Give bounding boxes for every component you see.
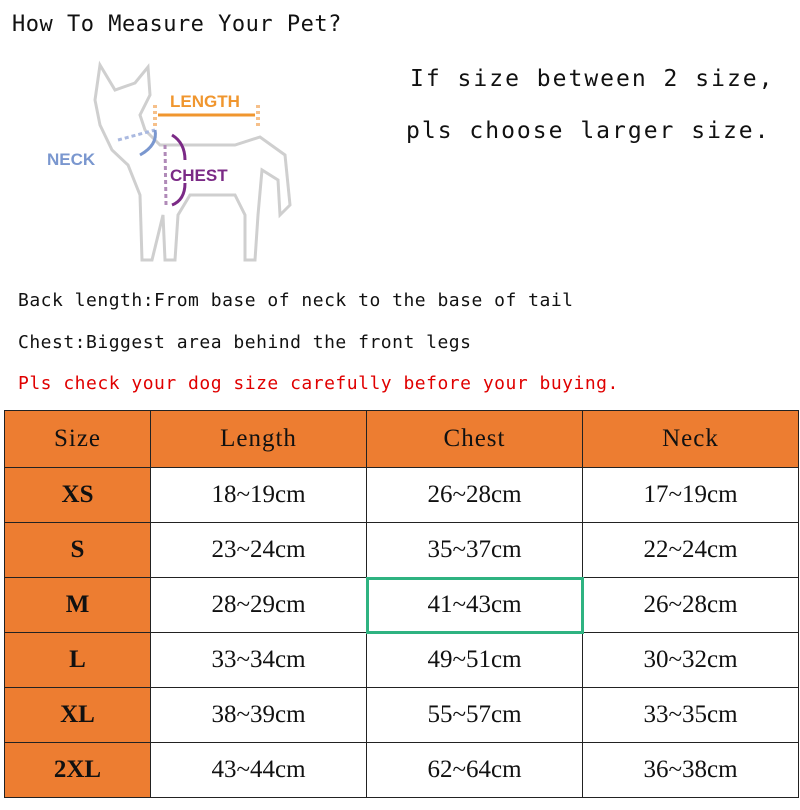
header-neck: Neck	[582, 410, 799, 468]
cell-length[interactable]: 28~29cm	[150, 577, 367, 633]
chest-label: CHEST	[170, 166, 228, 185]
table-row: M 28~29cm 41~43cm 26~28cm	[4, 576, 799, 634]
cell-length[interactable]: 38~39cm	[150, 687, 367, 743]
cell-size[interactable]: XS	[4, 467, 151, 523]
cell-neck[interactable]: 30~32cm	[582, 632, 799, 688]
chest-arrow-icon	[171, 133, 187, 207]
header-length: Length	[150, 410, 367, 468]
cell-neck[interactable]: 17~19cm	[582, 467, 799, 523]
cell-length[interactable]: 23~24cm	[150, 522, 367, 578]
cell-chest[interactable]: 62~64cm	[366, 742, 583, 798]
neck-label: NECK	[47, 150, 96, 169]
cell-length[interactable]: 43~44cm	[150, 742, 367, 798]
dog-measure-diagram: LENGTH NECK CHEST	[47, 60, 292, 262]
instruction-chest: Chest:Biggest area behind the front legs	[18, 332, 472, 353]
cell-neck[interactable]: 36~38cm	[582, 742, 799, 798]
table-header-row: Size Length Chest Neck	[4, 410, 799, 468]
cell-neck[interactable]: 26~28cm	[582, 577, 799, 633]
size-chart-table: Size Length Chest Neck XS 18~19cm 26~28cm 1…	[4, 410, 799, 798]
cell-size[interactable]: M	[4, 577, 151, 633]
cell-size[interactable]: 2XL	[4, 742, 151, 798]
table-row: XL 38~39cm 55~57cm 33~35cm	[4, 687, 799, 743]
cell-chest[interactable]: 49~51cm	[366, 632, 583, 688]
cell-chest[interactable]: 41~43cm	[365, 576, 584, 634]
warning-text: Pls check your dog size carefully before…	[18, 373, 619, 394]
cell-neck[interactable]: 33~35cm	[582, 687, 799, 743]
table-row: XS 18~19cm 26~28cm 17~19cm	[4, 467, 799, 523]
dog-outline-icon	[93, 60, 292, 262]
header-chest: Chest	[366, 410, 583, 468]
table-row: L 33~34cm 49~51cm 30~32cm	[4, 632, 799, 688]
cell-chest[interactable]: 26~28cm	[366, 467, 583, 523]
neck-arrow-icon	[139, 129, 157, 157]
cell-size[interactable]: L	[4, 632, 151, 688]
header-size: Size	[4, 410, 151, 468]
size-note-line-1: If size between 2 size,	[410, 66, 775, 92]
length-label: LENGTH	[170, 92, 240, 111]
table-row: S 23~24cm 35~37cm 22~24cm	[4, 522, 799, 578]
table-row: 2XL 43~44cm 62~64cm 36~38cm	[4, 742, 799, 798]
instruction-back-length: Back length:From base of neck to the bas…	[18, 290, 574, 311]
cell-length[interactable]: 33~34cm	[150, 632, 367, 688]
page-title: How To Measure Your Pet?	[12, 12, 342, 37]
cell-chest[interactable]: 35~37cm	[366, 522, 583, 578]
size-note-line-2: pls choose larger size.	[406, 118, 771, 144]
cell-length[interactable]: 18~19cm	[150, 467, 367, 523]
cell-chest[interactable]: 55~57cm	[366, 687, 583, 743]
cell-size[interactable]: S	[4, 522, 151, 578]
cell-size[interactable]: XL	[4, 687, 151, 743]
cell-neck[interactable]: 22~24cm	[582, 522, 799, 578]
